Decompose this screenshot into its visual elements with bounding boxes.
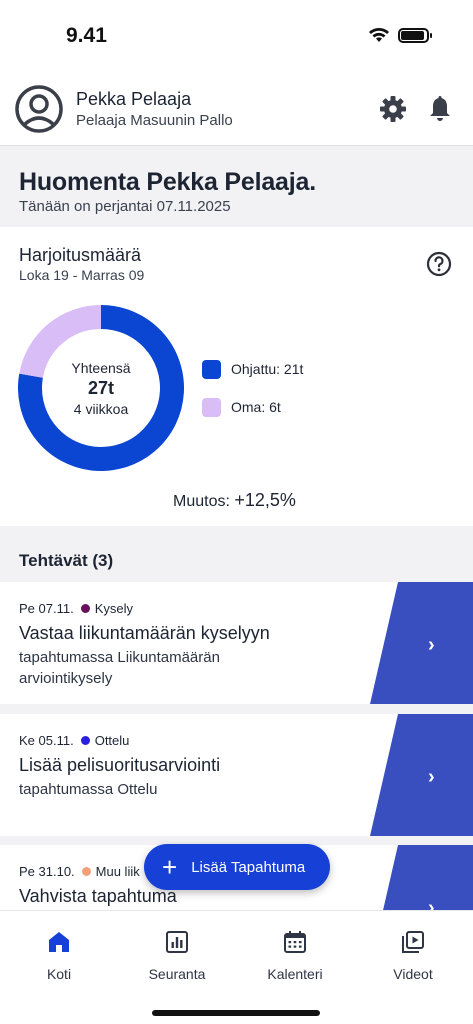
task-type: Muu liik bbox=[95, 864, 140, 879]
task-open-button[interactable] bbox=[370, 582, 473, 704]
chevron-right-icon: › bbox=[428, 766, 435, 788]
avatar-icon[interactable] bbox=[14, 84, 64, 134]
task-card[interactable]: Pe 07.11. Kysely Vastaa liikuntamäärän k… bbox=[0, 582, 473, 704]
tasks-title: Tehtävät (3) bbox=[19, 551, 114, 570]
tab-label: Kalenteri bbox=[267, 966, 323, 982]
stats-date-range: Loka 19 - Marras 09 bbox=[19, 267, 145, 283]
bell-icon[interactable] bbox=[425, 94, 455, 124]
legend-label: Oma: 6t bbox=[231, 399, 281, 415]
donut-center-value: 27t bbox=[87, 378, 114, 398]
video-library-icon bbox=[402, 931, 424, 953]
wifi-icon bbox=[369, 28, 389, 42]
bottom-tab-bar: Koti Seuranta Kalenteri Videot bbox=[0, 910, 473, 1024]
change-value: +12,5% bbox=[234, 490, 296, 510]
task-date: Ke 05.11. bbox=[19, 733, 74, 748]
task-meta: Pe 31.10. Muu liik bbox=[19, 864, 140, 879]
task-description: tapahtumassa Liikuntamäärän arviointikys… bbox=[19, 649, 220, 687]
donut-center-label: Yhteensä bbox=[71, 360, 131, 376]
tab-koti[interactable]: Koti bbox=[0, 929, 118, 982]
task-title: Lisää pelisuoritusarviointi bbox=[19, 755, 221, 775]
task-type-dot bbox=[80, 736, 90, 745]
status-bar: 9.41 bbox=[0, 0, 473, 78]
task-open-button[interactable] bbox=[370, 845, 473, 910]
stats-title: Harjoitusmäärä bbox=[19, 245, 142, 265]
plus-icon: + bbox=[162, 852, 178, 882]
training-volume-card: Harjoitusmäärä Loka 19 - Marras 09 Yhtee… bbox=[0, 227, 473, 526]
task-open-button[interactable] bbox=[370, 714, 473, 836]
greeting-date: Tänään on perjantai 07.11.2025 bbox=[19, 198, 231, 215]
donut-slice-oma bbox=[19, 305, 102, 379]
legend-item-ohjattu: Ohjattu: 21t bbox=[202, 359, 303, 379]
tab-label: Koti bbox=[46, 966, 72, 982]
status-time: 9.41 bbox=[66, 24, 107, 47]
add-event-button[interactable]: + Lisää Tapahtuma bbox=[144, 844, 330, 890]
tab-seuranta[interactable]: Seuranta bbox=[118, 929, 236, 982]
donut-chart bbox=[18, 305, 184, 471]
change-label: Muutos: bbox=[173, 493, 230, 510]
task-meta: Ke 05.11. Ottelu bbox=[19, 733, 129, 748]
profile-name: Pekka Pelaaja bbox=[76, 89, 192, 109]
task-date: Pe 31.10. bbox=[19, 864, 75, 879]
gear-icon[interactable] bbox=[378, 94, 408, 124]
task-meta: Pe 07.11. Kysely bbox=[19, 601, 133, 616]
tab-label: Seuranta bbox=[148, 966, 206, 982]
calendar-icon bbox=[284, 931, 306, 953]
tab-kalenteri[interactable]: Kalenteri bbox=[236, 929, 354, 982]
chevron-right-icon: › bbox=[428, 897, 435, 910]
profile-team: Pelaaja Masuunin Pallo bbox=[76, 112, 233, 129]
task-title: Vahvista tapahtuma bbox=[19, 886, 177, 906]
add-event-label: Lisää Tapahtuma bbox=[191, 858, 306, 876]
task-type-dot bbox=[80, 604, 90, 613]
greeting-title: Huomenta Pekka Pelaaja. bbox=[19, 168, 316, 196]
task-title: Vastaa liikuntamäärän kyselyyn bbox=[19, 623, 270, 643]
donut-center-sub: 4 viikkoa bbox=[73, 401, 129, 417]
home-indicator bbox=[152, 1010, 320, 1016]
legend-swatch bbox=[202, 397, 221, 417]
help-icon[interactable] bbox=[426, 251, 452, 277]
chevron-right-icon: › bbox=[428, 634, 435, 656]
profile-header: Pekka Pelaaja Pelaaja Masuunin Pallo bbox=[0, 78, 473, 146]
battery-icon bbox=[398, 28, 432, 43]
task-description: tapahtumassa Ottelu bbox=[19, 781, 158, 798]
change-indicator: Muutos: +12,5% bbox=[173, 490, 296, 511]
greeting-section: Huomenta Pekka Pelaaja. Tänään on perjan… bbox=[0, 147, 473, 227]
legend-item-oma: Oma: 6t bbox=[202, 397, 281, 417]
task-type-dot bbox=[81, 867, 91, 876]
tab-label: Videot bbox=[393, 966, 433, 982]
legend-label: Ohjattu: 21t bbox=[231, 361, 304, 377]
chart-icon bbox=[166, 931, 188, 953]
home-icon bbox=[49, 932, 69, 952]
legend-swatch bbox=[202, 359, 221, 379]
task-card[interactable]: Ke 05.11. Ottelu Lisää pelisuoritusarvio… bbox=[0, 714, 473, 836]
donut-slice-ohjattu bbox=[18, 305, 184, 471]
task-date: Pe 07.11. bbox=[19, 601, 74, 616]
donut-center: Yhteensä 27t 4 viikkoa bbox=[18, 305, 184, 471]
tab-videot[interactable]: Videot bbox=[354, 929, 472, 982]
task-type: Ottelu bbox=[94, 733, 130, 748]
task-type: Kysely bbox=[94, 601, 133, 616]
